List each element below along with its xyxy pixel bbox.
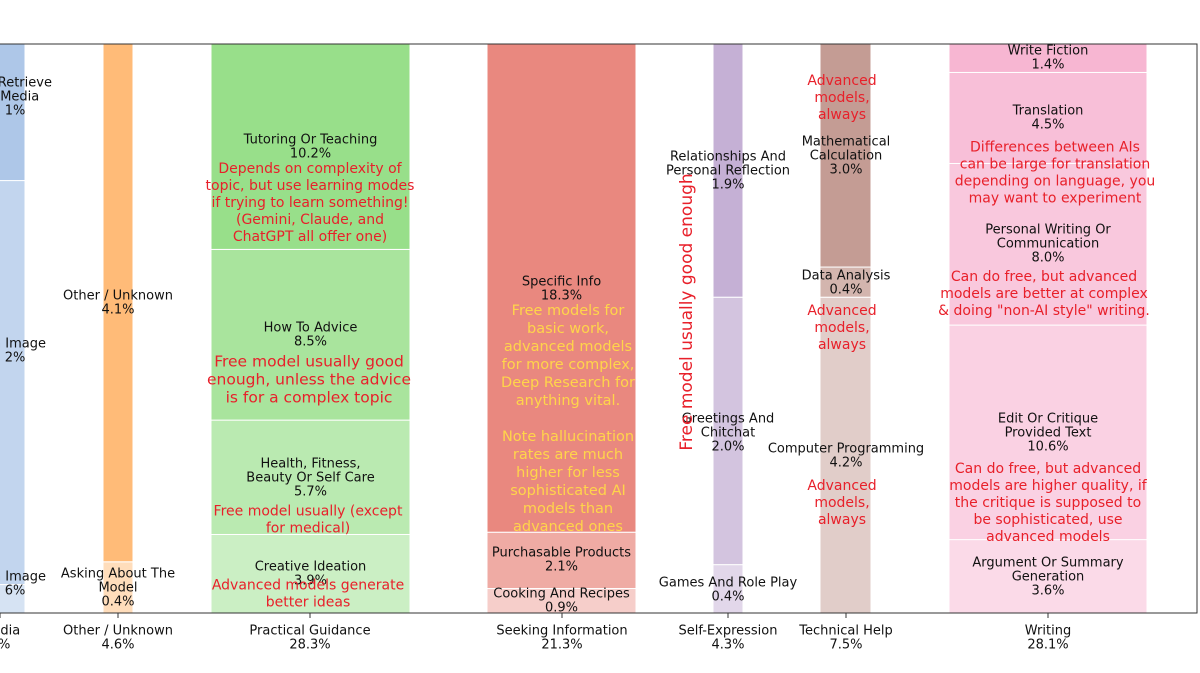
- annotation-translation-note: Differences between AIs can be large for …: [955, 139, 1156, 206]
- segment-self-expression-2: [712, 44, 744, 298]
- segment-multimedia-0: [0, 584, 26, 613]
- segment-label-seeking-information-0: Cooking And Recipes 0.9%: [493, 587, 630, 616]
- segment-label-self-expression-1: Greetings And Chitchat 2.0%: [682, 412, 775, 455]
- segment-label-practical-guidance-0: Creative Ideation 3.9%: [255, 560, 367, 589]
- segment-label-self-expression-0: Games And Role Play 0.4%: [659, 576, 798, 605]
- annotation-howto-note: Free model usually good enough, unless th…: [207, 352, 411, 406]
- segment-writing-4: [948, 44, 1148, 73]
- category-label-self-expression: Self-Expression 4.3%: [679, 624, 778, 653]
- segment-label-writing-3: Translation 4.5%: [1012, 104, 1084, 133]
- category-label-seeking-information: Seeking Information 21.3%: [496, 624, 627, 653]
- segment-label-technical-help-2: Mathematical Calculation 3.0%: [802, 135, 891, 178]
- annotation-data-note: Advanced models, always: [807, 303, 876, 353]
- segment-label-other-unknown-0: Asking About The Model 0.4%: [61, 567, 175, 610]
- annotation-personal-writing-note: Can do free, but advanced models are bett…: [938, 269, 1150, 319]
- annotation-tutoring-note: Depends on complexity of topic, but use l…: [206, 161, 415, 245]
- segment-technical-help-2: [819, 44, 872, 268]
- segment-label-writing-0: Argument Or Summary Generation 3.6%: [972, 556, 1123, 599]
- annotation-programming-note: Advanced models, always: [807, 478, 876, 528]
- category-label-practical-guidance: Practical Guidance 28.3%: [249, 624, 370, 653]
- annotation-health-note: Free model usually (except for medical): [214, 503, 403, 536]
- segment-label-writing-4: Write Fiction 1.4%: [1008, 44, 1089, 73]
- segment-writing-3: [948, 71, 1148, 164]
- segment-writing-1: [948, 324, 1148, 541]
- annotation-specific-info-note: Free models for basic work, advanced model…: [501, 303, 635, 535]
- category-label-technical-help: Technical Help 7.5%: [798, 624, 892, 653]
- segment-multimedia-1: [0, 180, 26, 586]
- segment-label-seeking-information-2: Specific Info 18.3%: [522, 275, 601, 304]
- segment-multimedia-2: [0, 44, 26, 182]
- segment-label-practical-guidance-3: Tutoring Or Teaching 10.2%: [243, 133, 378, 162]
- category-label-multimedia: media0%: [0, 624, 20, 653]
- category-label-writing: Writing 28.1%: [1025, 624, 1071, 653]
- segment-other-unknown-1: [102, 44, 134, 563]
- segment-self-expression-0: [712, 564, 744, 613]
- plot-area: [0, 44, 1148, 613]
- segment-label-self-expression-2: Relationships And Personal Reflection 1.9%: [666, 150, 790, 193]
- segment-label-seeking-information-1: Purchasable Products 2.1%: [492, 546, 631, 575]
- segment-practical-guidance-0: [210, 533, 411, 613]
- annotation-self-expression-note: Free model usually good enough: [677, 173, 697, 450]
- annotation-edit-note: Can do free, but advanced models are high…: [949, 461, 1147, 545]
- segment-label-practical-guidance-2: How To Advice 8.5%: [264, 321, 358, 350]
- annotation-math-note: Advanced models, always: [807, 73, 876, 123]
- segment-practical-guidance-3: [210, 44, 411, 250]
- segment-label-writing-2: Personal Writing Or Communication 8.0%: [985, 223, 1111, 266]
- category-label-other-unknown: Other / Unknown 4.6%: [63, 624, 173, 653]
- segment-self-expression-1: [712, 296, 744, 566]
- segment-label-other-unknown-1: Other / Unknown 4.1%: [63, 289, 173, 318]
- segment-label-technical-help-1: Data Analysis 0.4%: [802, 269, 891, 298]
- annotation-creative-note: Advanced models generate better ideas: [212, 577, 404, 610]
- segment-label-practical-guidance-1: Health, Fitness, Beauty Or Self Care 5.7%: [246, 457, 374, 500]
- segment-technical-help-1: [819, 266, 872, 298]
- segment-label-technical-help-0: Computer Programming 4.2%: [768, 442, 924, 471]
- segment-technical-help-0: [819, 296, 872, 613]
- segment-writing-0: [948, 539, 1148, 613]
- segment-label-writing-1: Edit Or Critique Provided Text 10.6%: [998, 412, 1098, 455]
- plot-frame: [0, 43, 1198, 614]
- segment-writing-2: [948, 162, 1148, 326]
- segment-seeking-information-1: [486, 531, 637, 590]
- segment-seeking-information-2: [486, 44, 637, 533]
